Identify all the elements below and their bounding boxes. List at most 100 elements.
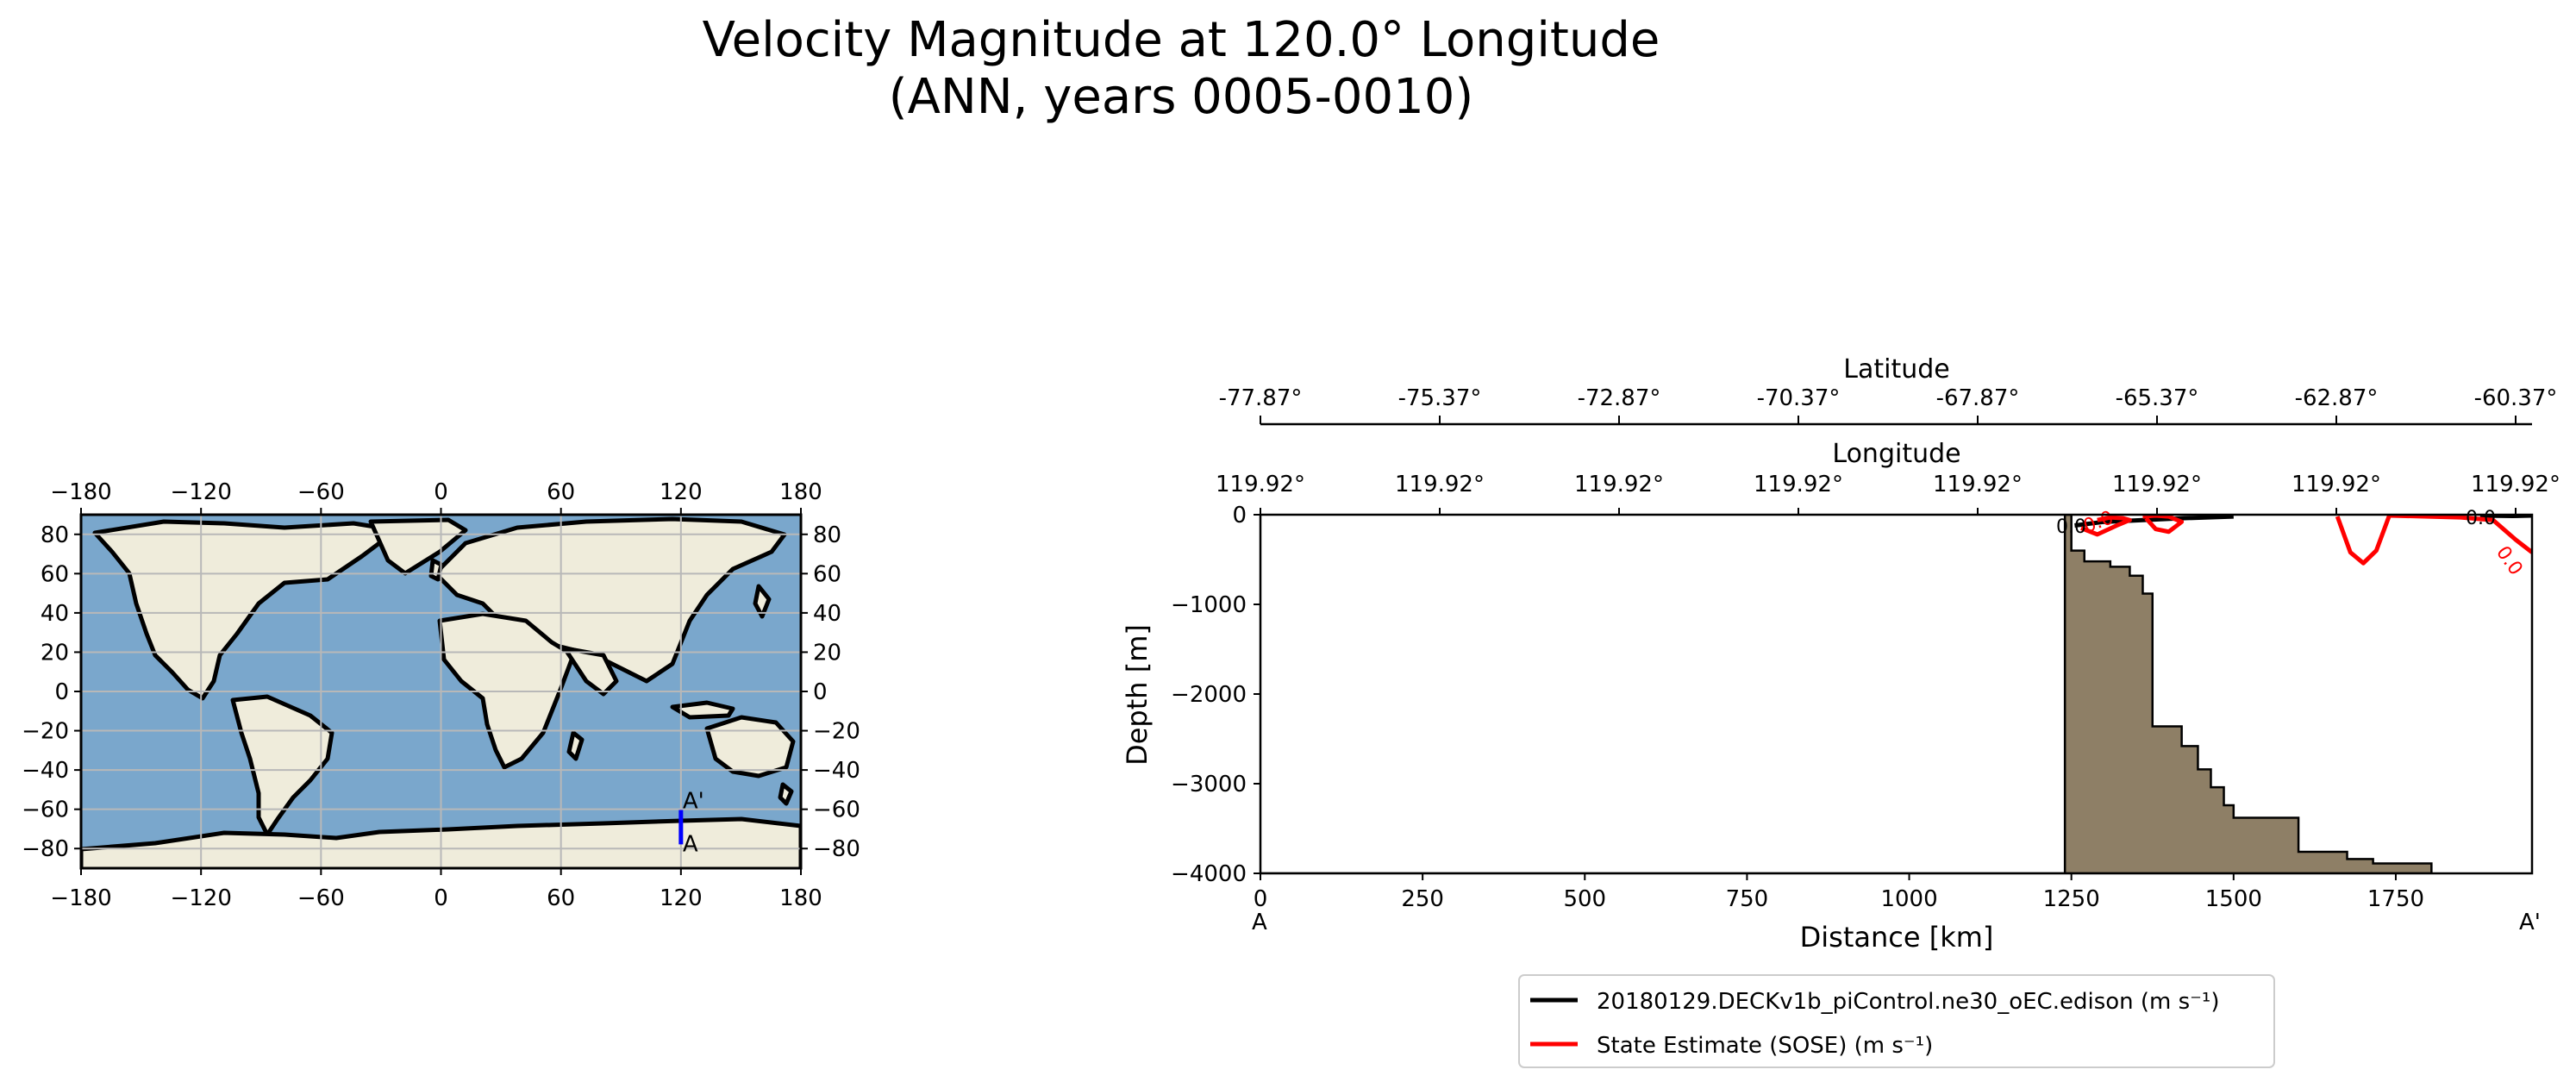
y-tick-label: 0: [1232, 503, 1247, 528]
plot-background: [1260, 515, 2532, 873]
japan: [753, 584, 772, 619]
longitude-tick-label: 119.92°: [1395, 472, 1485, 497]
map-right-tick-label: −40: [813, 758, 860, 784]
map-bottom-tick-label: 60: [547, 885, 575, 911]
latitude-tick-label: -65.37°: [2116, 385, 2199, 411]
map-right-tick-label: −60: [813, 797, 860, 823]
section-end-label: A': [2519, 910, 2541, 935]
longitude-tick-label: 119.92°: [1933, 472, 2023, 497]
model-contour-label-right: 0.0: [2466, 508, 2496, 529]
longitude-tick-label: 119.92°: [1574, 472, 1664, 497]
longitude-tick-label: 119.92°: [2112, 472, 2202, 497]
legend-label-sose: State Estimate (SOSE) (m s⁻¹): [1597, 1033, 1933, 1059]
legend-label-model: 20180129.DECKv1b_piControl.ne30_oEC.edis…: [1597, 989, 2219, 1015]
map-left-tick-label: −60: [22, 797, 69, 823]
map-bottom-tick-label: 120: [660, 885, 703, 911]
britain: [428, 558, 444, 582]
x-tick-label: 1500: [2205, 886, 2262, 912]
legend: 20180129.DECKv1b_piControl.ne30_oEC.edis…: [1518, 974, 2275, 1068]
figure-title-line2: (ANN, years 0005-0010): [888, 69, 1474, 125]
latitude-tick-label: -72.87°: [1578, 385, 1661, 411]
latitude-tick-label: -62.87°: [2295, 385, 2379, 411]
map-top-tick-label: 0: [434, 479, 448, 505]
map-bottom-tick-label: −120: [170, 885, 231, 911]
map-left-tick-label: 20: [41, 640, 69, 666]
longitude-tick-label: 119.92°: [2471, 472, 2560, 497]
latitude-tick-label: -60.37°: [2474, 385, 2558, 411]
transect-start-label: A: [683, 831, 698, 857]
longitude-ticks: 119.92° 119.92° 119.92° 119.92° 119.92° 119.9…: [1216, 472, 2560, 515]
y-tick-label: −1000: [1171, 592, 1247, 618]
map-right-tick-label: 80: [813, 522, 841, 548]
sose-contour: [2335, 515, 2392, 566]
section-start-label: A: [1252, 910, 1267, 935]
madagascar: [566, 730, 585, 761]
figure-title-line1: Velocity Magnitude at 120.0° Longitude: [702, 12, 1660, 68]
map-bottom-tick-label: 0: [434, 885, 448, 911]
map-top-tick-label: 180: [779, 479, 822, 505]
sose-contour: [2389, 515, 2532, 554]
latitude-ticks: -77.87° -75.37° -72.87° -70.37° -67.87° -65.3…: [1219, 385, 2558, 424]
latitude-tick-label: -77.87°: [1219, 385, 1303, 411]
map-top-tick-label: −60: [297, 479, 345, 505]
map-bottom-tick-label: −180: [50, 885, 111, 911]
map-right-tick-label: 40: [813, 601, 841, 627]
map-left-tick-label: 0: [54, 679, 69, 705]
model-contour-label: 0.0: [2056, 516, 2086, 538]
map-left-tick-label: −80: [22, 836, 69, 862]
y-tick-label: −3000: [1171, 772, 1247, 797]
contour-lines: [2074, 515, 2532, 566]
latitude-axis-label: Latitude: [1843, 354, 1949, 385]
legend-frame: [1518, 974, 2275, 1068]
map-gridlines: [81, 515, 801, 868]
latitude-tick-label: -75.37°: [1398, 385, 1482, 411]
map-top-tick-label: 120: [660, 479, 703, 505]
x-tick-label: 1750: [2367, 886, 2424, 912]
map-right-tick-label: 0: [813, 679, 828, 705]
map-left-tick-label: −20: [22, 719, 69, 745]
new-zealand: [778, 782, 794, 806]
map-left-tick-label: 80: [41, 522, 69, 548]
y-tick-label: −2000: [1171, 682, 1247, 708]
x-tick-label: 750: [1726, 886, 1769, 912]
map-left-tick-label: 40: [41, 601, 69, 627]
map-left-tick-label: 60: [41, 561, 69, 587]
indonesia: [670, 700, 735, 720]
map-left-tick-label: −40: [22, 758, 69, 784]
x-tick-label: 250: [1401, 886, 1444, 912]
x-tick-label: 1250: [2043, 886, 2100, 912]
plot-ticks: 0 250 500 750 1000 1250 1500 1750 0 −1000 −2000 −30…: [1171, 503, 2424, 912]
map-right-tick-label: −20: [813, 719, 860, 745]
longitude-tick-label: 119.92°: [2292, 472, 2381, 497]
transect-end-label: A': [683, 789, 704, 815]
bathymetry-fill: [1260, 515, 2433, 873]
y-axis-label: Depth [m]: [1121, 624, 1154, 766]
australia: [704, 715, 796, 779]
longitude-axis-label: Longitude: [1832, 439, 1960, 469]
map-right-tick-label: 60: [813, 561, 841, 587]
latitude-tick-label: -67.87°: [1936, 385, 2020, 411]
longitude-tick-label: 119.92°: [1754, 472, 1843, 497]
x-axis-label: Distance [km]: [1800, 921, 1994, 954]
x-tick-label: 0: [1254, 886, 1268, 912]
map-right-tick-label: 20: [813, 640, 841, 666]
y-tick-label: −4000: [1171, 861, 1247, 887]
map-top-tick-label: 60: [547, 479, 575, 505]
longitude-tick-label: 119.92°: [1216, 472, 1305, 497]
map-top-tick-label: −180: [50, 479, 111, 505]
map-top-tick-label: −120: [170, 479, 231, 505]
latitude-tick-label: -70.37°: [1757, 385, 1841, 411]
map-panel: A A' −180 −180 −120 −120 −60 −60 0 0 60 60 120 120 1…: [22, 479, 860, 911]
map-bottom-tick-label: −60: [297, 885, 345, 911]
model-contour: [2074, 515, 2234, 528]
map-right-tick-label: −80: [813, 836, 860, 862]
x-tick-label: 1000: [1880, 886, 1937, 912]
x-tick-label: 500: [1563, 886, 1606, 912]
map-bottom-tick-label: 180: [779, 885, 822, 911]
section-panel: 0.0 0.0 0.0 0.0 0 250 500 750 1000 1250 1500 17…: [1121, 354, 2560, 1068]
map-ticks: −180 −180 −120 −120 −60 −60 0 0 60 60 120 120 180 180…: [22, 479, 860, 911]
india: [562, 646, 619, 697]
sose-contour: [2080, 515, 2132, 537]
